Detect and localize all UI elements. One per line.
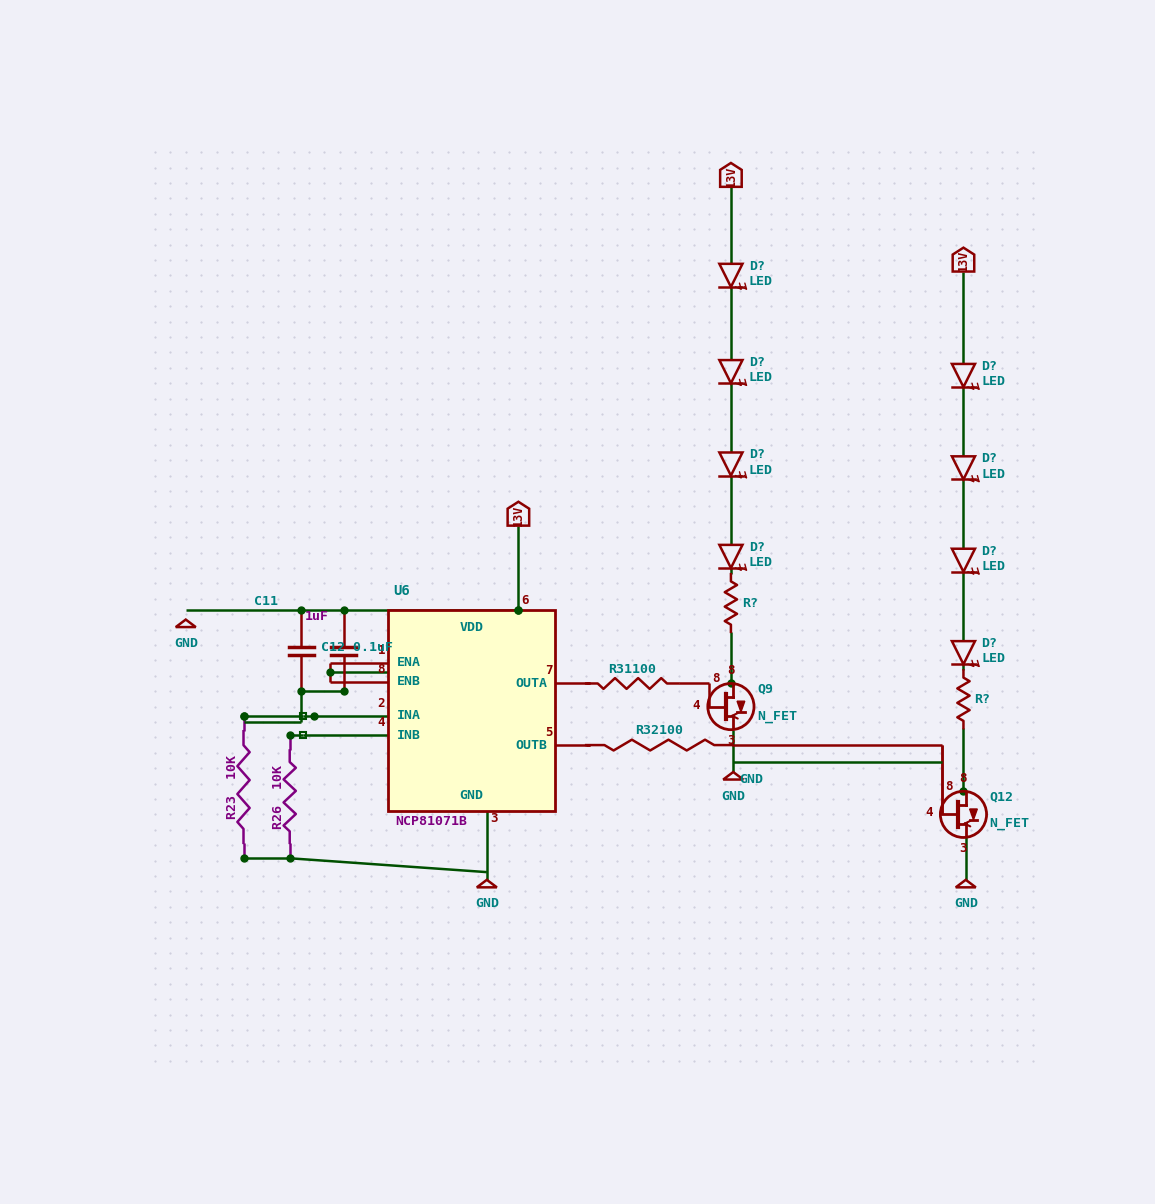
Text: 2: 2 bbox=[378, 697, 386, 709]
Text: 13V: 13V bbox=[724, 165, 737, 187]
Text: 1: 1 bbox=[378, 643, 386, 656]
Text: 8: 8 bbox=[378, 662, 386, 675]
Text: LED: LED bbox=[981, 376, 1005, 388]
Text: D?: D? bbox=[981, 360, 997, 373]
Text: 6: 6 bbox=[521, 595, 529, 607]
Text: LED: LED bbox=[981, 467, 1005, 480]
Text: GND: GND bbox=[475, 897, 499, 910]
Text: LED: LED bbox=[748, 464, 773, 477]
Text: Q9: Q9 bbox=[758, 683, 773, 696]
Text: 4: 4 bbox=[693, 698, 700, 712]
Text: 8: 8 bbox=[960, 772, 967, 785]
Text: U6: U6 bbox=[394, 584, 410, 598]
Text: INB: INB bbox=[397, 728, 420, 742]
Text: 4: 4 bbox=[378, 716, 386, 728]
Text: D?: D? bbox=[748, 260, 765, 272]
Text: GND: GND bbox=[954, 897, 978, 910]
Text: R23  10K: R23 10K bbox=[226, 755, 239, 819]
Text: 8: 8 bbox=[713, 672, 721, 685]
Text: D?: D? bbox=[748, 356, 765, 368]
Text: 13V: 13V bbox=[957, 250, 970, 271]
Text: 1uF: 1uF bbox=[305, 610, 329, 622]
Text: D?: D? bbox=[748, 448, 765, 461]
Text: 8: 8 bbox=[728, 665, 735, 678]
Bar bbox=[387, 610, 556, 810]
Text: LED: LED bbox=[981, 560, 1005, 573]
Text: LED: LED bbox=[748, 275, 773, 288]
Text: D?: D? bbox=[981, 453, 997, 465]
Text: GND: GND bbox=[721, 790, 745, 803]
Text: N_FET: N_FET bbox=[990, 818, 1029, 831]
Text: 3: 3 bbox=[960, 842, 967, 855]
Text: ENB: ENB bbox=[397, 675, 420, 689]
Text: 13V: 13V bbox=[512, 504, 524, 525]
Polygon shape bbox=[969, 809, 977, 820]
Text: N_FET: N_FET bbox=[758, 709, 797, 722]
Text: C11: C11 bbox=[254, 595, 278, 608]
Text: 3: 3 bbox=[728, 734, 735, 748]
Text: GND: GND bbox=[460, 789, 484, 802]
Text: R32100: R32100 bbox=[635, 725, 684, 737]
Text: 4: 4 bbox=[925, 807, 932, 820]
Text: 5: 5 bbox=[545, 726, 552, 739]
Text: D?: D? bbox=[981, 544, 997, 557]
Text: GND: GND bbox=[173, 637, 198, 650]
Text: LED: LED bbox=[981, 653, 1005, 666]
Text: R31100: R31100 bbox=[609, 662, 656, 675]
Text: NCP81071B: NCP81071B bbox=[395, 815, 468, 828]
Text: 8: 8 bbox=[945, 780, 953, 793]
Text: C12 0.1uF: C12 0.1uF bbox=[320, 641, 393, 654]
Text: OUTA: OUTA bbox=[515, 677, 547, 690]
Text: D?: D? bbox=[748, 541, 765, 554]
Text: D?: D? bbox=[981, 637, 997, 650]
Text: Q12: Q12 bbox=[990, 791, 1014, 803]
Text: OUTB: OUTB bbox=[515, 738, 547, 751]
Text: LED: LED bbox=[748, 371, 773, 384]
Text: R?: R? bbox=[974, 692, 990, 706]
Text: R?: R? bbox=[742, 596, 758, 609]
Text: INA: INA bbox=[397, 709, 420, 722]
Text: LED: LED bbox=[748, 556, 773, 569]
Text: 3: 3 bbox=[491, 811, 498, 825]
Text: GND: GND bbox=[739, 773, 763, 786]
Polygon shape bbox=[737, 701, 745, 712]
Text: ENA: ENA bbox=[397, 656, 420, 669]
Text: VDD: VDD bbox=[460, 621, 484, 633]
Text: 7: 7 bbox=[545, 665, 552, 678]
Text: R26  10K: R26 10K bbox=[273, 765, 285, 828]
